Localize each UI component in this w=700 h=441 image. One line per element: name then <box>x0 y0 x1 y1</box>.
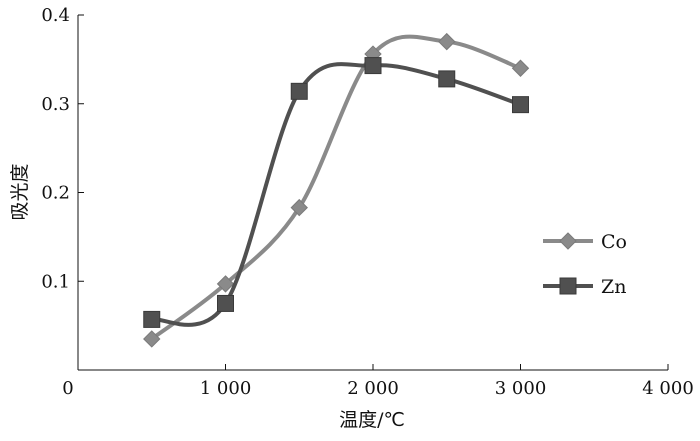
y-ticks <box>78 14 84 282</box>
y-tick-label: 0.3 <box>41 94 70 115</box>
data-point-co <box>511 59 530 77</box>
data-point-co <box>438 32 456 51</box>
y-axis-title: 吸光度 <box>9 163 31 220</box>
series-line-zn <box>151 62 522 327</box>
legend-label-co: Co <box>601 231 627 253</box>
x-tick-label: 3 000 <box>495 378 547 399</box>
y-tick-label: 0.2 <box>41 183 70 204</box>
y-tick-labels: 0.1 0.2 0.3 0.4 <box>41 5 70 292</box>
data-point-co <box>143 330 161 348</box>
legend: Co Zn <box>543 231 627 298</box>
x-tick-label: 0 <box>62 378 73 399</box>
y-tick-label: 0.4 <box>41 5 70 26</box>
data-point-co <box>216 275 235 293</box>
data-point-zn <box>290 82 308 100</box>
data-point-zn <box>512 96 529 114</box>
x-tick-label: 1 000 <box>200 378 252 399</box>
y-tick-label: 0.1 <box>41 271 70 292</box>
legend-marker-co <box>559 232 577 250</box>
data-point-zn <box>438 70 456 88</box>
x-tick-label: 2 000 <box>347 378 399 399</box>
x-tick-labels: 0 1 000 2 000 3 000 4 000 <box>62 378 693 399</box>
x-axis-title: 温度/℃ <box>339 409 405 431</box>
data-point-zn <box>364 57 382 75</box>
series-zn <box>143 57 529 328</box>
series-co <box>143 32 530 348</box>
data-point-zn <box>143 310 161 328</box>
series-layer <box>143 32 530 348</box>
legend-marker-zn <box>559 277 577 295</box>
x-ticks <box>225 364 669 370</box>
axes: 0.1 0.2 0.3 0.4 0 1 000 2 000 3 000 4 000 <box>41 5 693 399</box>
legend-label-zn: Zn <box>601 276 626 298</box>
data-point-co <box>290 198 308 217</box>
data-point-zn <box>217 294 234 312</box>
series-line-co <box>150 34 522 341</box>
x-tick-label: 4 000 <box>642 378 694 399</box>
